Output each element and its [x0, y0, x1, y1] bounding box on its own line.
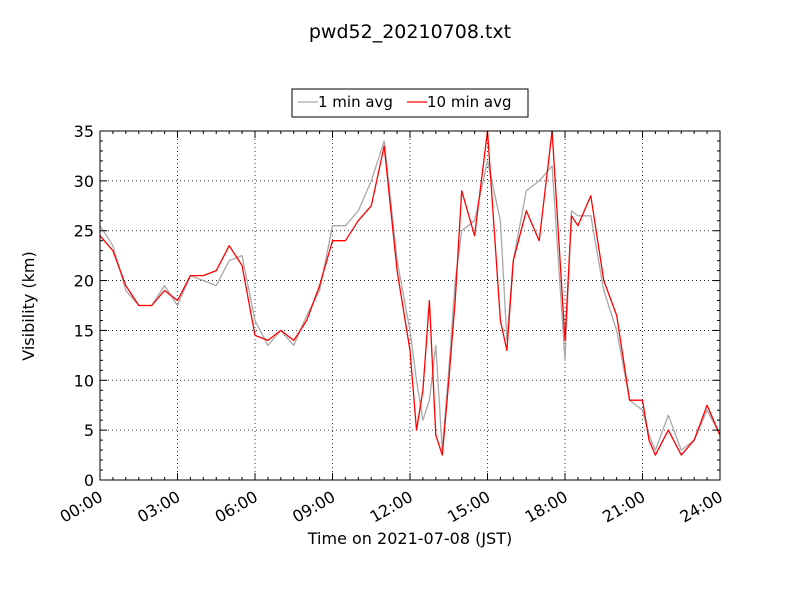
y-tick-label: 25: [74, 222, 94, 241]
x-tick-label: 21:00: [599, 487, 648, 527]
y-tick-label: 20: [74, 272, 94, 291]
y-tick-label: 30: [74, 172, 94, 191]
legend-label-1min: 1 min avg: [318, 93, 393, 111]
x-tick-label: 12:00: [367, 487, 416, 527]
x-tick-label: 15:00: [444, 487, 493, 527]
x-tick-label: 24:00: [677, 487, 726, 527]
x-tick-label: 00:00: [57, 487, 106, 527]
x-tick-label: 18:00: [522, 487, 571, 527]
legend-box: [291, 88, 529, 118]
y-tick-label: 15: [74, 321, 94, 340]
x-tick-label: 09:00: [289, 487, 338, 527]
y-tick-label: 10: [74, 371, 94, 390]
chart-title: pwd52_20210708.txt: [309, 21, 511, 43]
series-10min-avg: [100, 131, 720, 456]
legend: 1 min avg 10 min avg: [291, 88, 529, 118]
series-layer: [100, 131, 720, 456]
x-tick-label: 06:00: [212, 487, 261, 527]
y-axis-label: Visibility (km): [19, 251, 38, 360]
x-axis-label: Time on 2021-07-08 (JST): [307, 529, 512, 548]
x-tick-label: 03:00: [134, 487, 183, 527]
y-tick-label: 5: [84, 421, 94, 440]
y-tick-label: 35: [74, 122, 94, 141]
axes: 00:00 03:00 06:00 09:00 12:00 15:00 18:00 21:00…: [57, 122, 726, 527]
legend-label-10min: 10 min avg: [427, 93, 512, 111]
grid-lines: [100, 131, 720, 480]
y-tick-label: 0: [84, 471, 94, 490]
